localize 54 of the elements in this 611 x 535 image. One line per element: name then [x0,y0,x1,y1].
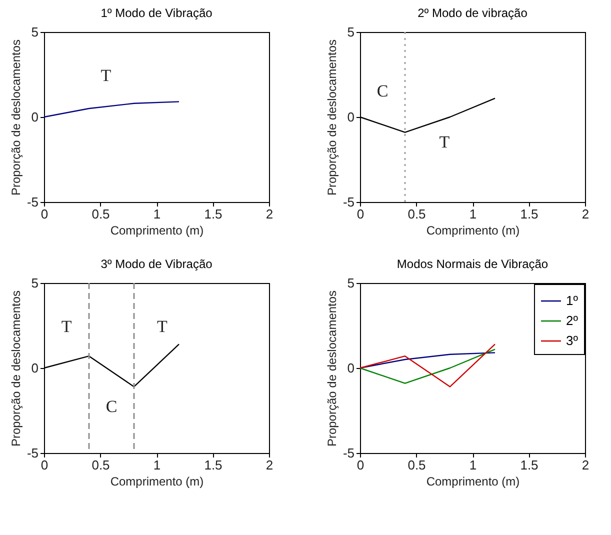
x-axis-title: Comprimento (m) [426,474,520,488]
y-tick-label: 0 [347,110,354,124]
y-tick-label: -5 [342,446,354,460]
y-tick-label: 5 [31,276,38,290]
annotation: T [61,317,72,336]
y-tick-label: 0 [347,360,354,376]
y-tick-label: 0 [31,360,38,376]
x-tick-label: 1 [469,206,477,222]
x-tick-label: 0.5 [92,458,110,472]
x-tick-label: 0 [356,206,364,222]
y-tick-label: -5 [342,194,354,210]
x-tick-label: 2 [266,206,274,222]
y-tick-label: 0 [31,110,38,124]
annotation: T [439,132,450,152]
x-tick-label: 1 [153,458,161,472]
x-tick-label: 0 [40,458,48,472]
y-axis-title: Proporção de deslocamentos [324,290,339,447]
y-tick-label: 5 [347,24,354,40]
legend-label: 1º [566,293,578,308]
x-tick-label: 0 [356,458,364,472]
x-tick-label: 1 [153,206,161,222]
chart-title: 1º Modo de Vibração [100,6,213,20]
y-tick-label: -5 [26,446,38,460]
x-tick-label: 0.5 [408,206,426,222]
x-tick-label: 1.5 [204,206,222,222]
x-tick-label: 1.5 [520,206,538,222]
y-axis-title: Proporção de deslocamentos [8,39,23,196]
line-series [43,101,180,118]
x-tick-label: 1.5 [520,458,538,472]
y-axis-title: Proporção de deslocamentos [8,290,23,447]
x-tick-label: 0 [40,206,48,222]
y-tick-label: 5 [347,276,354,290]
x-tick-label: 1 [469,458,477,472]
chart-title: Modos Normais de Vibração [396,257,548,271]
x-tick-label: 0.5 [408,458,426,472]
x-axis-title: Comprimento (m) [110,474,204,488]
x-axis-title: Comprimento (m) [110,224,204,238]
legend-label: 3º [566,333,578,348]
chart-title: 2º Modo de vibração [418,6,528,20]
y-axis-title: Proporção de deslocamentos [324,39,339,196]
legend-label: 2º [566,313,578,328]
annotation: C [376,82,388,100]
y-tick-label: -5 [26,194,38,210]
x-tick-label: 0.5 [92,206,110,222]
annotation: T [156,317,168,336]
x-tick-label: 2 [266,458,274,472]
annotation: C [106,397,118,416]
x-tick-label: 2 [582,458,590,472]
annotation: T [100,66,112,86]
x-tick-label: 1.5 [204,458,222,472]
x-axis-title: Comprimento (m) [426,224,520,238]
y-tick-label: 5 [31,24,38,40]
x-tick-label: 2 [582,206,590,222]
chart-title: 3º Modo de Vibração [100,257,213,271]
